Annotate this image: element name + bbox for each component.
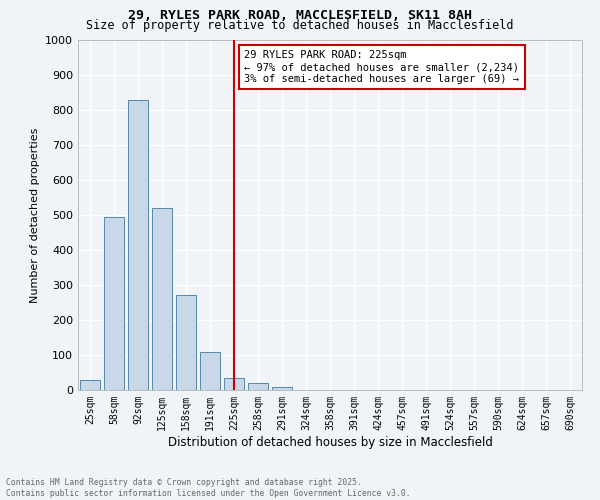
Text: 29, RYLES PARK ROAD, MACCLESFIELD, SK11 8AH: 29, RYLES PARK ROAD, MACCLESFIELD, SK11 … bbox=[128, 9, 472, 22]
X-axis label: Distribution of detached houses by size in Macclesfield: Distribution of detached houses by size … bbox=[167, 436, 493, 448]
Bar bbox=[104, 218, 124, 390]
Bar bbox=[128, 100, 148, 390]
Bar bbox=[152, 208, 172, 390]
Bar bbox=[200, 352, 220, 390]
Y-axis label: Number of detached properties: Number of detached properties bbox=[29, 128, 40, 302]
Text: Contains HM Land Registry data © Crown copyright and database right 2025.
Contai: Contains HM Land Registry data © Crown c… bbox=[6, 478, 410, 498]
Bar bbox=[248, 383, 268, 390]
Text: Size of property relative to detached houses in Macclesfield: Size of property relative to detached ho… bbox=[86, 18, 514, 32]
Bar bbox=[176, 295, 196, 390]
Bar bbox=[272, 387, 292, 390]
Bar bbox=[224, 378, 244, 390]
Text: 29 RYLES PARK ROAD: 225sqm
← 97% of detached houses are smaller (2,234)
3% of se: 29 RYLES PARK ROAD: 225sqm ← 97% of deta… bbox=[244, 50, 520, 84]
Bar bbox=[80, 380, 100, 390]
